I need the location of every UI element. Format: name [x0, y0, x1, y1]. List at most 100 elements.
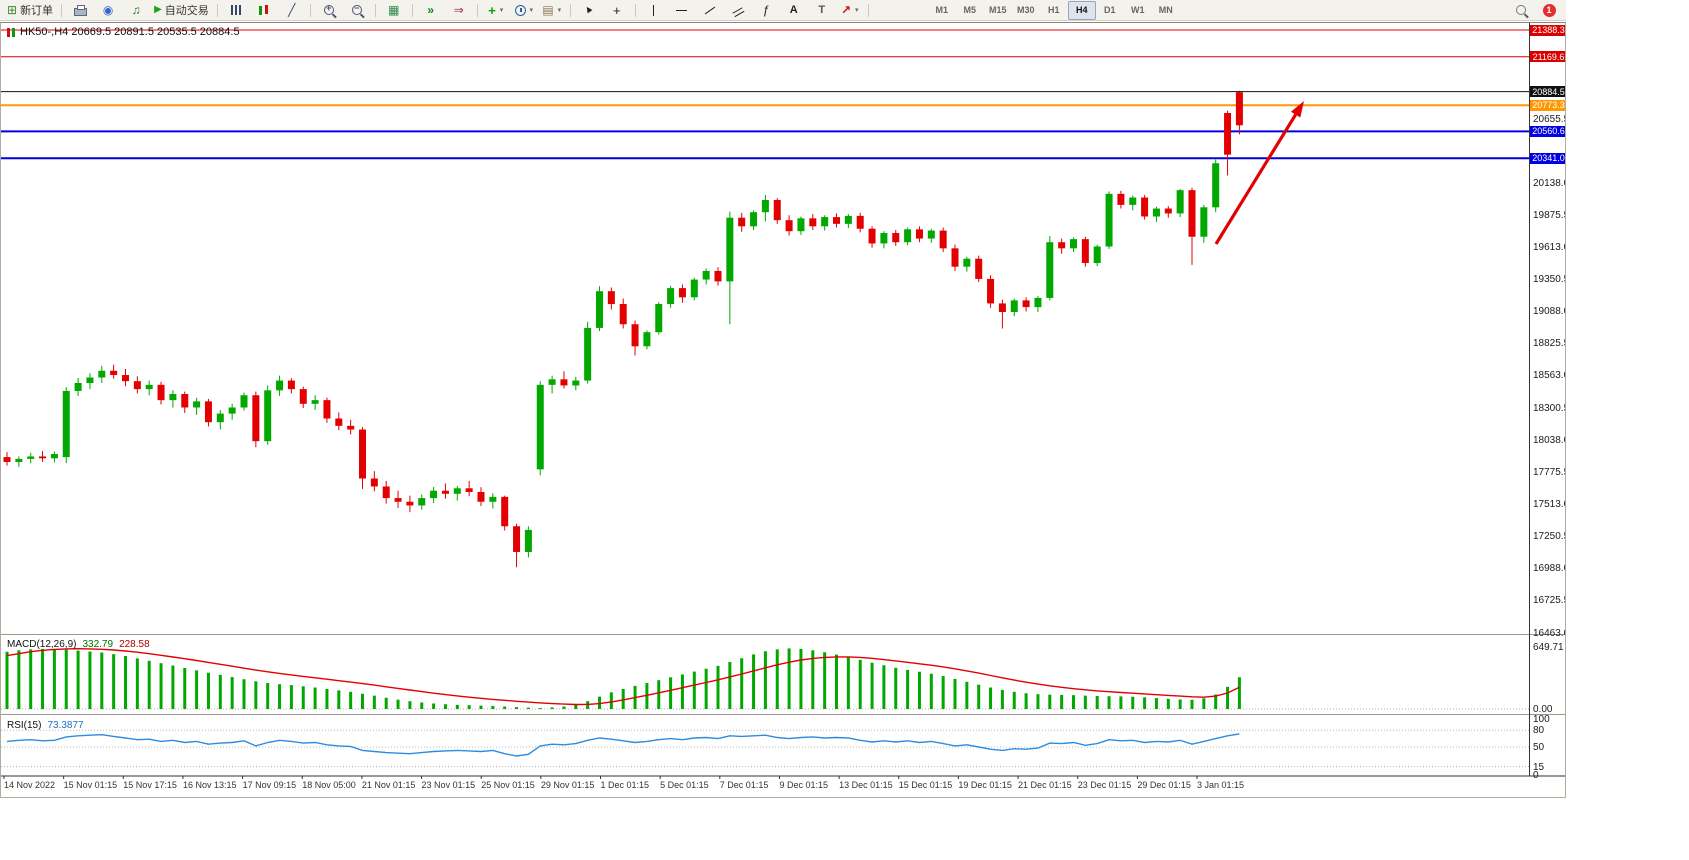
fibonacci-button[interactable]: ƒ: [752, 1, 780, 20]
macd-histogram-bar: [254, 681, 258, 709]
macd-histogram-bar: [953, 678, 957, 709]
period-button[interactable]: ▾: [510, 1, 538, 20]
tile-windows-button[interactable]: ▦: [380, 1, 408, 20]
macd-histogram-bar: [171, 665, 175, 709]
macd-histogram-bar: [503, 706, 507, 709]
candle-body: [169, 394, 177, 401]
candle-body: [750, 212, 758, 227]
macd-histogram-bar: [1012, 691, 1016, 709]
candle-body: [1046, 242, 1054, 298]
candle-body: [998, 303, 1006, 312]
print-button[interactable]: [66, 1, 94, 20]
crosshair-button[interactable]: +: [603, 1, 631, 20]
macd-histogram-bar: [467, 705, 471, 709]
candle-body: [1164, 208, 1172, 214]
candlestick-chart-button[interactable]: [250, 1, 278, 20]
timeframe-m5-button[interactable]: M5: [956, 1, 984, 20]
vertical-line-button[interactable]: [640, 1, 668, 20]
candle-body: [441, 490, 449, 494]
candle-body: [133, 381, 141, 390]
timeframe-m15-button[interactable]: M15: [984, 1, 1012, 20]
timeframe-m1-button[interactable]: M1: [928, 1, 956, 20]
candle-body: [477, 491, 485, 502]
macd-histogram-bar: [1166, 698, 1170, 709]
macd-histogram-bar: [325, 688, 329, 709]
text-label-button[interactable]: T: [808, 1, 836, 20]
timeframe-d1-button[interactable]: D1: [1096, 1, 1124, 20]
macd-histogram-bar: [1048, 694, 1052, 709]
timeframe-h1-button[interactable]: H1: [1040, 1, 1068, 20]
trend-arrow[interactable]: [1214, 113, 1297, 245]
auto-scroll-button[interactable]: »: [417, 1, 445, 20]
timeframe-w1-button[interactable]: W1: [1124, 1, 1152, 20]
candle-body: [157, 384, 165, 401]
chart-window[interactable]: 20655.5 20138.0 19875.5 19613.0 19350.5 19088…: [0, 22, 1566, 798]
period-clock-icon: [514, 4, 526, 16]
chart-windows-icon: ◉: [102, 3, 114, 17]
zoom-out-button[interactable]: −: [343, 1, 371, 20]
macd-histogram-bar: [147, 660, 151, 709]
channel-button[interactable]: [724, 1, 752, 20]
candle-body: [335, 418, 343, 426]
candle-body: [513, 526, 521, 552]
macd-histogram-bar: [799, 648, 803, 709]
timeframe-h4-button[interactable]: H4: [1067, 0, 1096, 20]
macd-histogram-bar: [443, 704, 447, 709]
candle-body: [738, 217, 746, 227]
macd-histogram-bar: [1024, 693, 1028, 709]
macd-histogram-bar: [1154, 698, 1158, 709]
notifications-button[interactable]: 1: [1535, 1, 1563, 20]
macd-histogram-bar: [657, 680, 661, 709]
sound-button[interactable]: ♫: [122, 1, 150, 20]
candle-body: [394, 498, 402, 502]
cursor-button[interactable]: ▲: [575, 1, 603, 20]
chart-canvas[interactable]: [1, 23, 1565, 797]
candle-body: [193, 401, 201, 408]
candle-body: [1188, 190, 1196, 237]
macd-histogram-bar: [29, 649, 33, 709]
candle-body: [1152, 208, 1160, 217]
search-button[interactable]: [1507, 1, 1535, 20]
macd-histogram-bar: [740, 658, 744, 709]
horizontal-line-button[interactable]: [668, 1, 696, 20]
add-indicator-button[interactable]: + ▾: [482, 1, 510, 20]
macd-histogram-bar: [1178, 699, 1182, 709]
panel-separator[interactable]: [1, 634, 1565, 635]
timeframe-mn-button[interactable]: MN: [1152, 1, 1180, 20]
macd-histogram-bar: [515, 707, 519, 709]
arrows-button[interactable]: ↗ ▾: [836, 1, 864, 20]
macd-signal-line: [6, 647, 1240, 706]
candle-body: [1235, 92, 1243, 126]
macd-histogram-bar: [5, 651, 9, 709]
macd-histogram-bar: [313, 687, 317, 709]
panel-separator[interactable]: [1, 635, 1565, 636]
panel-separator[interactable]: [1, 714, 1565, 715]
macd-histogram-bar: [680, 674, 684, 709]
candle-body: [15, 458, 23, 462]
cursor-icon: ▲: [581, 2, 596, 17]
trend-arrow-head[interactable]: [1290, 101, 1304, 118]
bar-chart-button[interactable]: [222, 1, 250, 20]
candle-body: [204, 401, 212, 423]
candle-body: [1058, 242, 1066, 249]
autotrading-label: 自动交易: [164, 5, 209, 17]
new-order-button[interactable]: ⊞ 新订单: [3, 1, 57, 20]
chart-shift-button[interactable]: ⇒: [445, 1, 473, 20]
text-button[interactable]: A: [780, 1, 808, 20]
macd-histogram-bar: [1083, 695, 1087, 709]
line-chart-icon: ╱: [288, 3, 296, 17]
timeframe-label: MN: [1158, 5, 1173, 15]
panel-separator[interactable]: [1, 715, 1565, 716]
candle-body: [773, 199, 781, 221]
templates-button[interactable]: ▤ ▾: [538, 1, 566, 20]
autotrading-button[interactable]: ▶ 自动交易: [150, 1, 213, 20]
candle-body: [359, 429, 366, 479]
line-chart-button[interactable]: ╱: [278, 1, 306, 20]
candle-body: [228, 407, 236, 414]
chart-windows-button[interactable]: ◉: [94, 1, 122, 20]
timeframe-m30-button[interactable]: M30: [1012, 1, 1040, 20]
zoom-in-button[interactable]: +: [315, 1, 343, 20]
candle-body: [264, 390, 272, 442]
trendline-button[interactable]: [696, 1, 724, 20]
macd-histogram-bar: [183, 667, 187, 709]
